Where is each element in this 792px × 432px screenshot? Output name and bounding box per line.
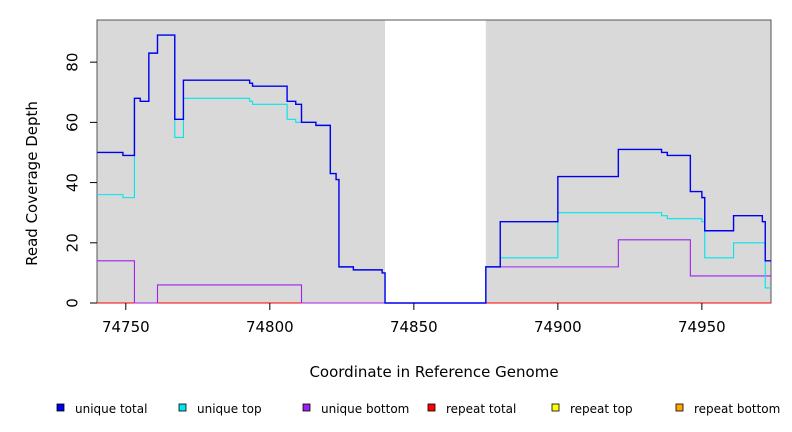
y-tick-label: 60 xyxy=(64,113,82,132)
x-axis: 74750 74800 74850 74900 74950 xyxy=(102,303,726,336)
shaded-regions xyxy=(97,20,771,303)
legend-label: repeat total xyxy=(446,402,516,416)
legend-label: repeat top xyxy=(570,402,633,416)
x-tick-label: 74750 xyxy=(102,318,150,336)
legend-swatch xyxy=(427,403,436,412)
shaded-region-2 xyxy=(485,20,771,303)
legend-label: repeat bottom xyxy=(694,402,780,416)
legend-label: unique bottom xyxy=(321,402,409,416)
x-tick-label: 74900 xyxy=(534,318,582,336)
legend-item-repeat-bottom: repeat bottom xyxy=(675,402,780,416)
shaded-region-1 xyxy=(97,20,386,303)
y-axis-label: Read Coverage Depth xyxy=(23,101,41,266)
legend-item-repeat-total: repeat total xyxy=(427,402,516,416)
x-tick-label: 74950 xyxy=(678,318,726,336)
series-layer xyxy=(97,34,771,304)
legend: unique total unique top unique bottom repea… xyxy=(56,402,780,416)
legend-label: unique total xyxy=(75,402,147,416)
legend-label: unique top xyxy=(197,402,262,416)
legend-swatch xyxy=(551,403,560,412)
y-tick-label: 40 xyxy=(64,173,82,192)
legend-swatch xyxy=(302,403,311,412)
legend-item-unique-top: unique top xyxy=(178,402,262,416)
legend-swatch xyxy=(178,403,187,412)
y-tick-label: 20 xyxy=(64,233,82,252)
y-axis: 0 20 40 60 80 xyxy=(64,53,97,308)
legend-item-unique-total: unique total xyxy=(56,402,147,416)
y-tick-label: 80 xyxy=(64,53,82,72)
y-tick-label: 0 xyxy=(64,298,82,308)
x-tick-label: 74800 xyxy=(246,318,294,336)
x-axis-label: Coordinate in Reference Genome xyxy=(309,363,558,381)
legend-item-repeat-top: repeat top xyxy=(551,402,633,416)
series-line-unique-total xyxy=(97,34,771,304)
x-tick-label: 74850 xyxy=(390,318,438,336)
legend-swatch xyxy=(56,403,65,412)
legend-item-unique-bottom: unique bottom xyxy=(302,402,409,416)
legend-swatch xyxy=(675,403,684,412)
